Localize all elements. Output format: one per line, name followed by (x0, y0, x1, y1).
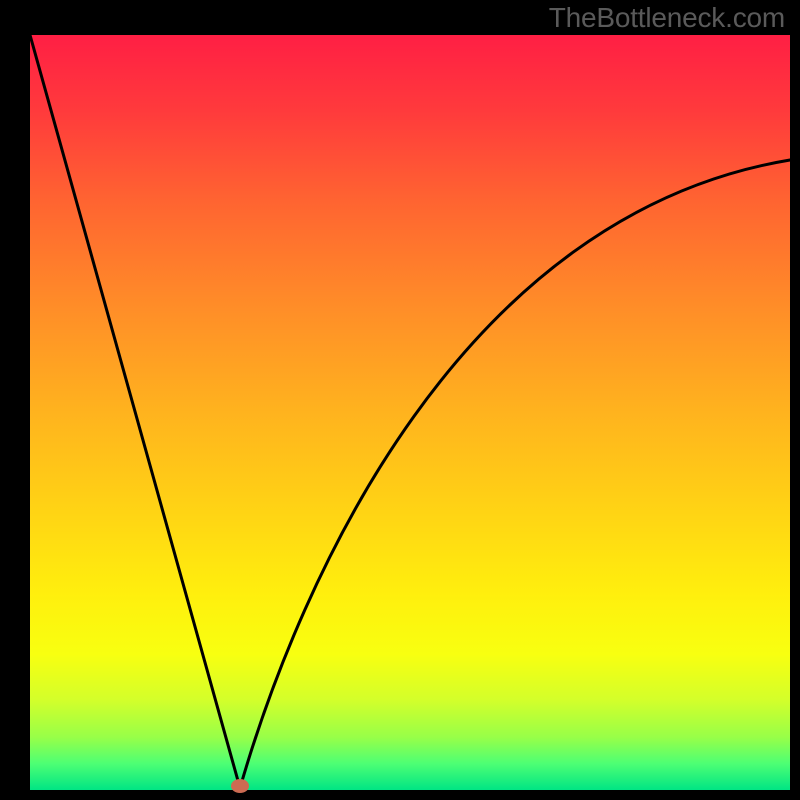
chart-frame: TheBottleneck.com (0, 0, 800, 800)
curve-overlay (0, 0, 800, 800)
valley-marker (231, 779, 249, 793)
watermark-text: TheBottleneck.com (549, 2, 785, 34)
bottleneck-curve (30, 35, 790, 788)
